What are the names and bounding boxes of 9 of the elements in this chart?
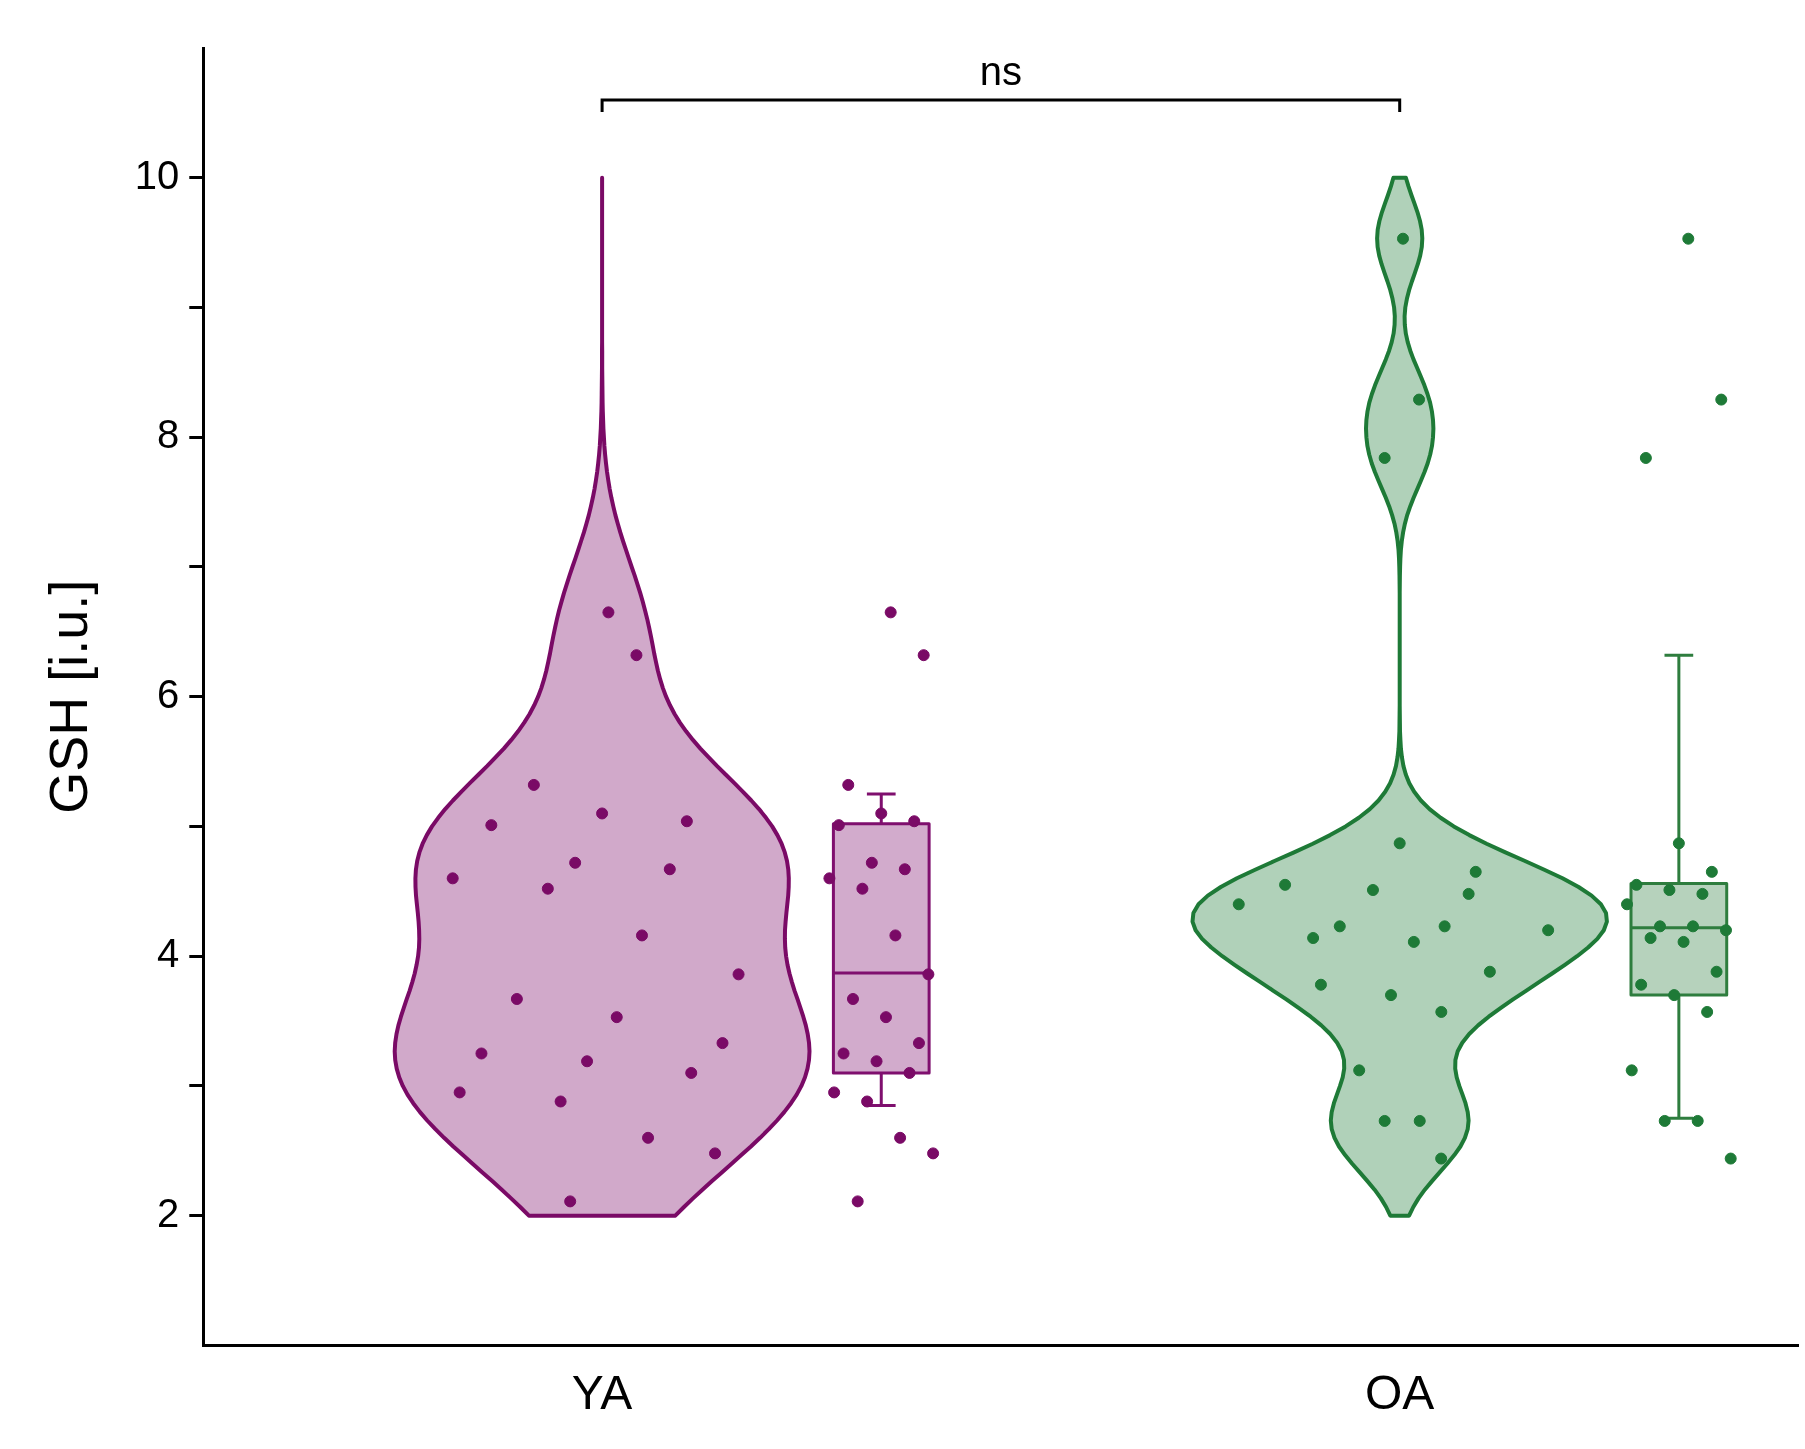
y-tick-label: 6 (157, 671, 180, 716)
annotation: ns (979, 49, 1023, 94)
y-tick-label: 10 (134, 152, 180, 197)
x-tick-label: YA (571, 1366, 633, 1420)
x-tick-label: OA (1365, 1366, 1435, 1420)
y-tick-label: 2 (157, 1190, 180, 1235)
y-tick-label: 8 (157, 412, 180, 457)
y-axis-title: GSH [i.u.] (38, 579, 99, 814)
y-tick-label: 4 (157, 931, 180, 976)
